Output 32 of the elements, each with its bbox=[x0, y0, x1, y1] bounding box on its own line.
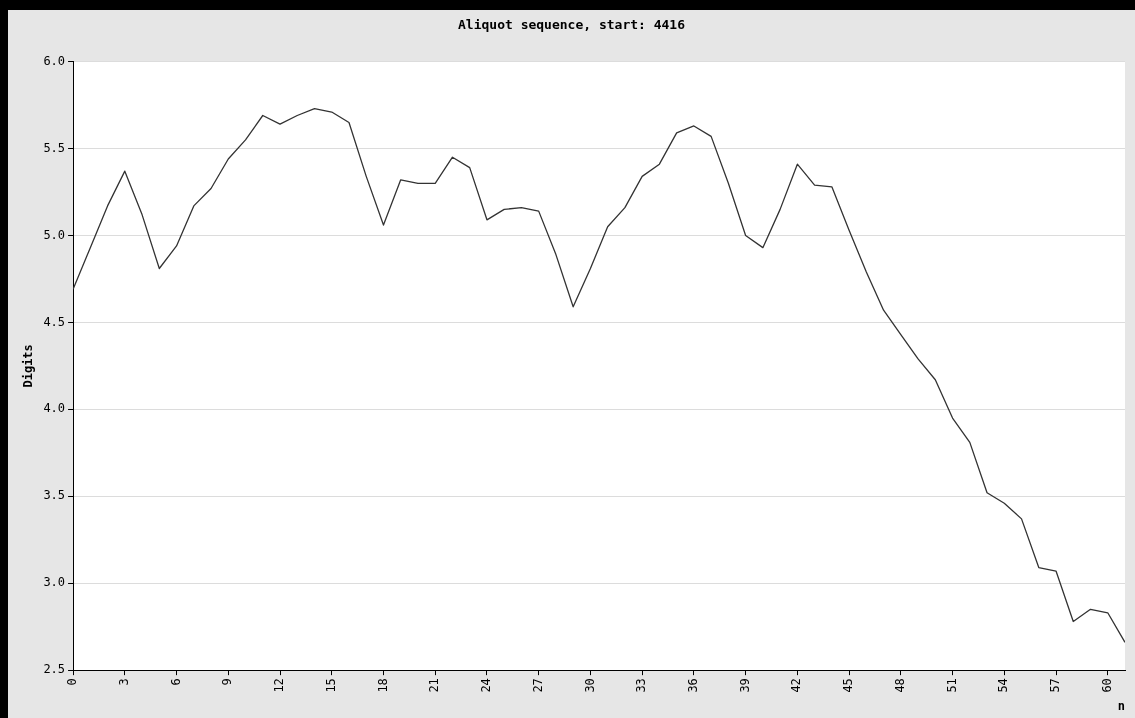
x-tick-label: 24 bbox=[479, 678, 494, 693]
x-tick-label: 48 bbox=[892, 678, 907, 693]
x-tick-label: 18 bbox=[375, 678, 390, 693]
x-tick-label: 57 bbox=[1048, 678, 1063, 693]
y-tick-label: 5.0 bbox=[43, 227, 66, 242]
x-tick-label: 30 bbox=[582, 678, 597, 693]
x-tick-label: 42 bbox=[789, 678, 804, 693]
x-tick-label: 54 bbox=[996, 678, 1011, 693]
x-tick-label: 45 bbox=[841, 678, 856, 693]
y-tick-label: 2.5 bbox=[43, 662, 66, 677]
y-tick-label: 3.5 bbox=[43, 488, 66, 503]
x-tick-label: 60 bbox=[1099, 678, 1114, 693]
y-tick-label: 5.5 bbox=[43, 140, 66, 155]
y-tick-label: 4.5 bbox=[43, 314, 66, 329]
x-tick-label: 3 bbox=[116, 678, 131, 686]
y-tick-label: 4.0 bbox=[43, 401, 66, 416]
x-tick-label: 51 bbox=[944, 678, 959, 693]
x-tick-label: 0 bbox=[65, 678, 80, 686]
x-axis-title: n bbox=[1117, 698, 1125, 713]
x-tick-label: 21 bbox=[427, 678, 442, 693]
x-tick-label: 39 bbox=[737, 678, 752, 693]
x-tick-label: 15 bbox=[323, 678, 338, 693]
y-tick-label: 6.0 bbox=[43, 53, 66, 68]
x-tick-label: 12 bbox=[272, 678, 287, 693]
chart-title: Aliquot sequence, start: 4416 bbox=[458, 17, 686, 33]
x-tick-label: 33 bbox=[634, 678, 649, 693]
y-tick-label: 3.0 bbox=[43, 575, 66, 590]
x-tick-label: 6 bbox=[168, 678, 183, 686]
x-tick-label: 27 bbox=[530, 678, 545, 693]
x-tick-label: 9 bbox=[220, 678, 235, 686]
y-axis-title: Digits bbox=[21, 344, 36, 388]
x-tick-label: 36 bbox=[686, 678, 701, 693]
